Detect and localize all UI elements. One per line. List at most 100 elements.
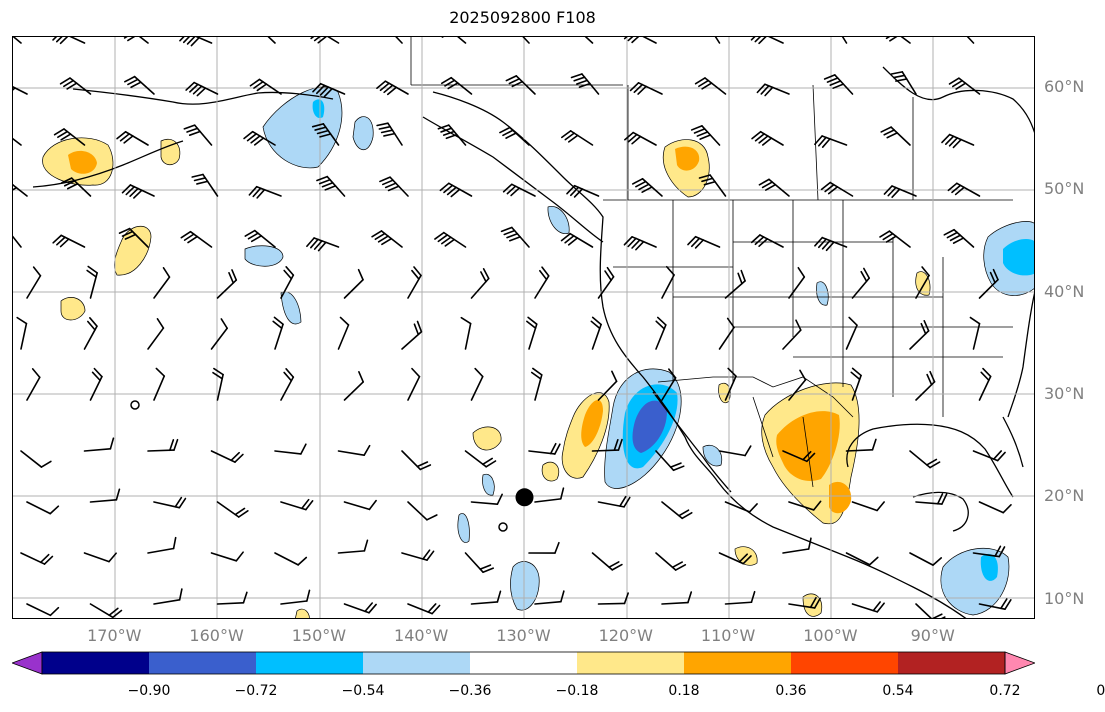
wind-barb bbox=[83, 317, 98, 350]
wind-barb bbox=[909, 450, 941, 469]
colorbar-tick-label: 0.18 bbox=[668, 683, 700, 699]
wind-barb bbox=[89, 367, 103, 401]
calm-circle bbox=[130, 400, 140, 410]
wind-barb bbox=[147, 536, 177, 554]
wind-barb bbox=[591, 438, 623, 452]
storm-center-marker[interactable] bbox=[515, 488, 534, 507]
wind-barb bbox=[570, 73, 600, 95]
colorbar-outline bbox=[41, 651, 1006, 675]
wind-barb bbox=[948, 77, 981, 95]
wind-barb bbox=[191, 173, 219, 197]
longitude-label: 120°W bbox=[598, 626, 653, 645]
negative-anomaly-region bbox=[547, 205, 570, 235]
anomaly-shading bbox=[42, 86, 1034, 618]
wind-barb bbox=[116, 130, 149, 146]
colorbar-segment bbox=[149, 652, 257, 674]
colorbar-segment bbox=[684, 652, 792, 674]
colorbar-segment bbox=[577, 652, 685, 674]
wind-barb bbox=[401, 549, 435, 561]
wind-barb bbox=[584, 37, 594, 44]
wind-barb bbox=[522, 37, 530, 44]
wind-barb bbox=[528, 541, 560, 554]
mexico-state-lines bbox=[752, 396, 814, 488]
wind-barb bbox=[121, 184, 155, 199]
wind-barb bbox=[311, 123, 340, 146]
wind-barb bbox=[401, 450, 432, 471]
wind-barb bbox=[782, 537, 812, 554]
latitude-label: 30°N bbox=[1044, 383, 1085, 403]
wind-barb bbox=[13, 37, 22, 44]
wind-barb bbox=[153, 496, 187, 509]
wind-barb bbox=[59, 77, 92, 95]
wind-barb bbox=[845, 552, 879, 566]
wind-barb bbox=[280, 589, 311, 605]
longitude-label: 130°W bbox=[496, 626, 551, 645]
positive-anomaly-region bbox=[702, 444, 723, 467]
wind-barb bbox=[724, 501, 758, 513]
colorbar-tick-label: −0.90 bbox=[127, 683, 171, 699]
wind-barb bbox=[841, 37, 848, 44]
wind-barb bbox=[756, 83, 790, 97]
wind-barb bbox=[83, 552, 117, 563]
wind-barb bbox=[13, 137, 22, 146]
map-panel[interactable] bbox=[12, 36, 1035, 619]
wind-barb bbox=[343, 499, 377, 511]
wind-barb bbox=[343, 268, 364, 299]
wind-barb bbox=[470, 267, 490, 299]
wind-barb bbox=[26, 266, 42, 299]
wind-barb bbox=[851, 501, 885, 512]
wind-barb bbox=[280, 498, 314, 511]
wind-barb bbox=[460, 316, 472, 350]
wind-barb bbox=[249, 78, 282, 95]
wind-barb bbox=[714, 37, 721, 44]
longitude-label: 140°W bbox=[394, 626, 449, 645]
positive-anomaly-core bbox=[581, 399, 603, 447]
wind-barb bbox=[718, 552, 752, 565]
positive-anomaly-region bbox=[915, 271, 931, 296]
negative-anomaly-region bbox=[482, 473, 495, 496]
negative-anomaly-region bbox=[816, 281, 829, 306]
colorbar-tick-label: 0.72 bbox=[989, 683, 1021, 699]
negative-anomaly-region bbox=[352, 116, 374, 151]
wind-barb bbox=[89, 603, 123, 618]
wind-barb bbox=[376, 122, 403, 146]
wind-barb bbox=[83, 437, 115, 452]
colorbar-extend-low bbox=[12, 651, 43, 675]
wind-barb bbox=[267, 37, 276, 44]
wind-barb bbox=[941, 133, 975, 149]
longitude-label: 90°W bbox=[910, 626, 955, 645]
us-mexico-border bbox=[657, 376, 854, 418]
wind-barb bbox=[972, 450, 1006, 462]
wind-barb bbox=[788, 369, 807, 401]
wind-barb bbox=[307, 37, 340, 44]
colorbar-tick-label: −0.54 bbox=[341, 683, 385, 699]
longitude-label: 100°W bbox=[803, 626, 858, 645]
wind-barb bbox=[407, 603, 441, 615]
wind-barb bbox=[597, 495, 631, 508]
wind-barb bbox=[750, 234, 784, 248]
wind-barb bbox=[631, 177, 663, 197]
wind-barb bbox=[212, 367, 224, 401]
wind-barb bbox=[210, 551, 244, 562]
wind-barb bbox=[337, 539, 369, 554]
wind-barb bbox=[13, 235, 22, 248]
wind-barb bbox=[623, 236, 657, 251]
wind-barb bbox=[845, 316, 858, 350]
longitude-label: 170°W bbox=[87, 626, 142, 645]
wind-barb bbox=[16, 316, 28, 350]
wind-barb bbox=[623, 37, 657, 44]
wind-barb bbox=[597, 370, 618, 401]
wind-barb bbox=[343, 602, 377, 614]
wind-barb bbox=[60, 177, 92, 197]
wind-barb bbox=[216, 591, 248, 605]
north-america-west-coast bbox=[432, 91, 967, 618]
wind-barb bbox=[661, 591, 693, 605]
negative-anomaly-core bbox=[980, 553, 998, 581]
graticule bbox=[13, 37, 1034, 618]
wind-barb bbox=[123, 37, 149, 44]
wind-barb bbox=[597, 266, 615, 299]
wind-barb bbox=[694, 77, 727, 95]
wind-barb bbox=[814, 135, 848, 148]
wind-barb bbox=[26, 368, 41, 401]
wind-barb bbox=[505, 75, 536, 95]
